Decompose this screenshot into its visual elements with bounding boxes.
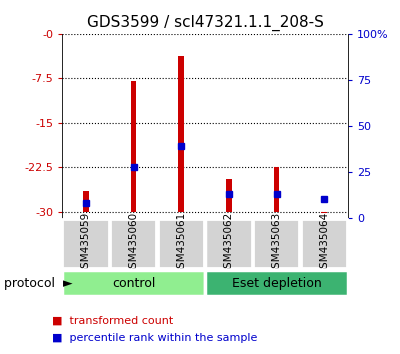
Bar <box>83 191 89 212</box>
Text: GSM435064: GSM435064 <box>319 212 329 275</box>
Bar <box>274 167 279 212</box>
Text: ■  transformed count: ■ transformed count <box>52 315 173 325</box>
Bar <box>110 219 156 268</box>
Bar <box>301 219 347 268</box>
Bar <box>62 270 204 296</box>
Bar <box>226 179 232 212</box>
Bar <box>206 219 252 268</box>
Title: GDS3599 / scl47321.1.1_208-S: GDS3599 / scl47321.1.1_208-S <box>86 15 324 31</box>
Text: control: control <box>112 277 155 290</box>
Text: GSM435059: GSM435059 <box>81 212 91 275</box>
Bar <box>321 212 327 213</box>
Text: Eset depletion: Eset depletion <box>232 277 321 290</box>
Text: GSM435062: GSM435062 <box>224 212 234 275</box>
Bar <box>253 219 299 268</box>
Text: GSM435063: GSM435063 <box>272 212 282 275</box>
Text: GSM435061: GSM435061 <box>176 212 186 275</box>
Text: protocol  ►: protocol ► <box>4 277 73 290</box>
Text: GSM435060: GSM435060 <box>128 212 138 275</box>
Text: ■  percentile rank within the sample: ■ percentile rank within the sample <box>52 333 257 343</box>
Bar <box>206 270 348 296</box>
Bar <box>178 56 184 212</box>
Bar <box>131 81 136 212</box>
Bar <box>158 219 204 268</box>
Bar <box>62 219 109 268</box>
